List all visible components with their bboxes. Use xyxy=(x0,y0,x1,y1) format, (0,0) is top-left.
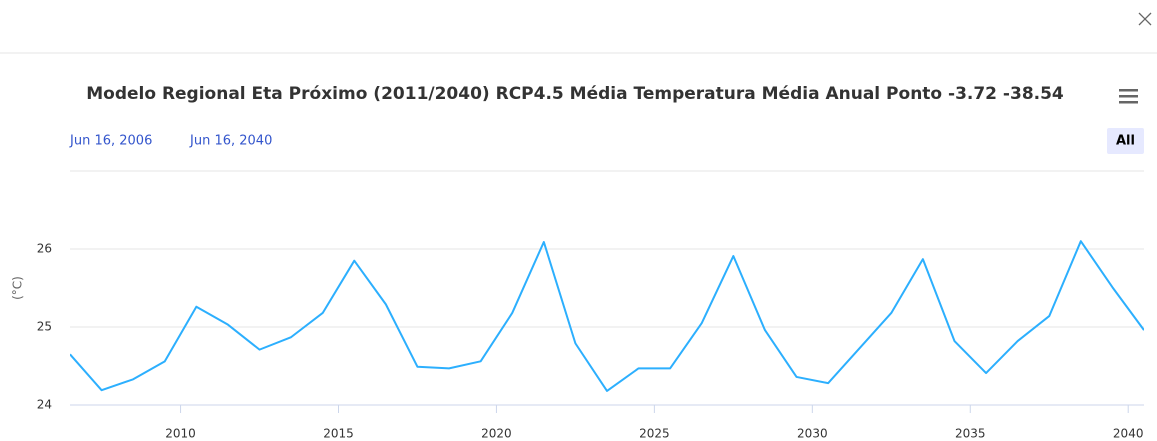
x-tick-label: 2015 xyxy=(323,427,354,441)
range-button-bg[interactable] xyxy=(1107,128,1144,154)
x-tick-label: 2010 xyxy=(165,427,196,441)
x-tick-label: 2025 xyxy=(639,427,670,441)
y-tick-label: 26 xyxy=(37,242,52,256)
range-button[interactable]: All xyxy=(1116,134,1135,149)
x-tick-label: 2040 xyxy=(1113,427,1144,441)
range-input[interactable]: Jun 16, 2040 xyxy=(189,134,272,149)
series-line xyxy=(70,240,1144,392)
menu-button[interactable] xyxy=(1119,89,1138,104)
x-tick-label: 2035 xyxy=(955,427,986,441)
y-axis-title: (°C) xyxy=(11,276,25,300)
close-button[interactable] xyxy=(1138,12,1152,26)
range-input[interactable]: Jun 16, 2006 xyxy=(69,134,152,149)
chart-title: Modelo Regional Eta Próximo (2011/2040) … xyxy=(86,84,1064,104)
y-tick-label: 25 xyxy=(37,320,52,334)
y-tick-label: 24 xyxy=(37,398,52,412)
x-tick-label: 2020 xyxy=(481,427,512,441)
x-tick-label: 2030 xyxy=(797,427,828,441)
